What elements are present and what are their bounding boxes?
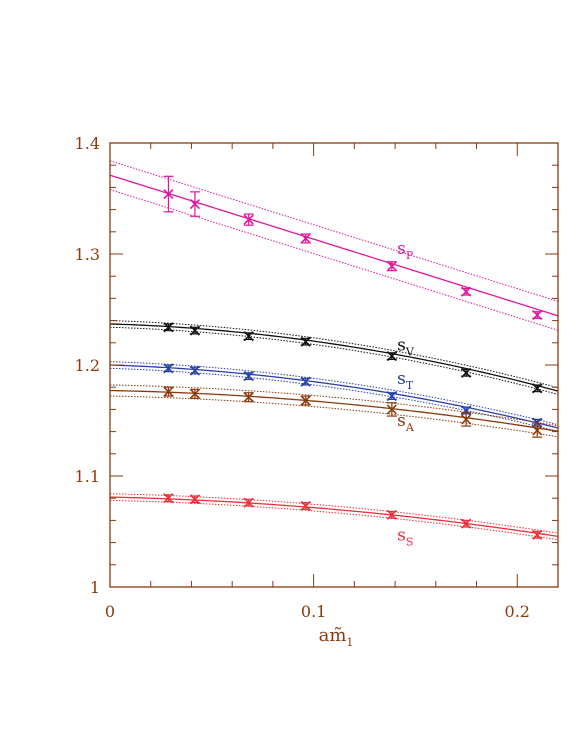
data-point: [189, 388, 200, 399]
y-tick-label: 1.4: [75, 134, 100, 153]
data-point: [532, 309, 543, 321]
data-point: [300, 233, 311, 244]
fit-line: [109, 323, 559, 392]
series-label: sT: [397, 369, 414, 392]
data-point: [386, 402, 397, 417]
data-point: [300, 395, 311, 406]
series-v: sV: [109, 320, 559, 395]
data-point: [386, 261, 397, 272]
data-point: [243, 497, 254, 508]
data-point: [163, 322, 174, 333]
data-point: [386, 509, 397, 520]
fit-line: [109, 496, 559, 538]
data-point: [300, 500, 311, 512]
series-label: sP: [397, 239, 414, 262]
data-point: [461, 518, 472, 529]
y-tick-label: 1.2: [75, 356, 100, 375]
data-point: [243, 213, 254, 226]
data-point: [300, 336, 311, 347]
data-point: [163, 363, 174, 374]
data-point: [189, 365, 200, 376]
data-point: [189, 325, 200, 336]
series-label: sV: [397, 336, 415, 359]
x-tick-label: 0: [105, 602, 115, 621]
fit-band-upper: [109, 384, 559, 427]
y-tick-label: 1: [90, 578, 100, 597]
data-point: [163, 493, 174, 504]
x-axis-label: am̃1: [319, 625, 354, 649]
series-label: sA: [397, 411, 415, 434]
data-point: [532, 423, 543, 438]
fit-band-upper: [109, 320, 559, 389]
series-a: sA: [109, 384, 559, 438]
data-point: [461, 367, 472, 378]
data-point: [163, 175, 174, 213]
data-point: [189, 494, 200, 505]
series-label: sS: [397, 525, 413, 548]
fit-band-upper: [109, 160, 559, 302]
data-point: [461, 412, 472, 427]
fit-band-lower: [109, 499, 559, 541]
axis-ticks: [109, 142, 559, 588]
y-tick-label: 1.3: [75, 245, 100, 264]
data-point: [300, 376, 311, 387]
data-point: [532, 383, 543, 394]
data-point: [386, 351, 397, 362]
data-point: [163, 386, 174, 397]
data-point: [386, 391, 397, 402]
fit-band-lower: [109, 189, 559, 331]
plot-content: sP sV sT sA sS: [109, 160, 559, 548]
fit-line: [109, 389, 559, 432]
fit-band-lower: [109, 326, 559, 395]
fit-line: [109, 174, 559, 317]
data-point: [189, 191, 200, 217]
data-point: [461, 286, 472, 297]
fit-band-lower: [109, 395, 559, 438]
y-tick-label: 1.1: [75, 467, 100, 486]
fit-line: [109, 364, 559, 429]
x-tick-label: 0.1: [301, 602, 326, 621]
data-point: [243, 331, 254, 342]
x-tick-label: 0.2: [505, 602, 530, 621]
series-s: sS: [109, 493, 559, 548]
data-point: [243, 371, 254, 382]
data-point: [243, 392, 254, 403]
data-point: [532, 529, 543, 540]
series-t: sT: [109, 361, 559, 432]
axis-tick-labels: 0 0.1 0.2 1 1.1 1.2 1.3 1.4: [75, 134, 530, 621]
series-p: sP: [109, 160, 559, 331]
